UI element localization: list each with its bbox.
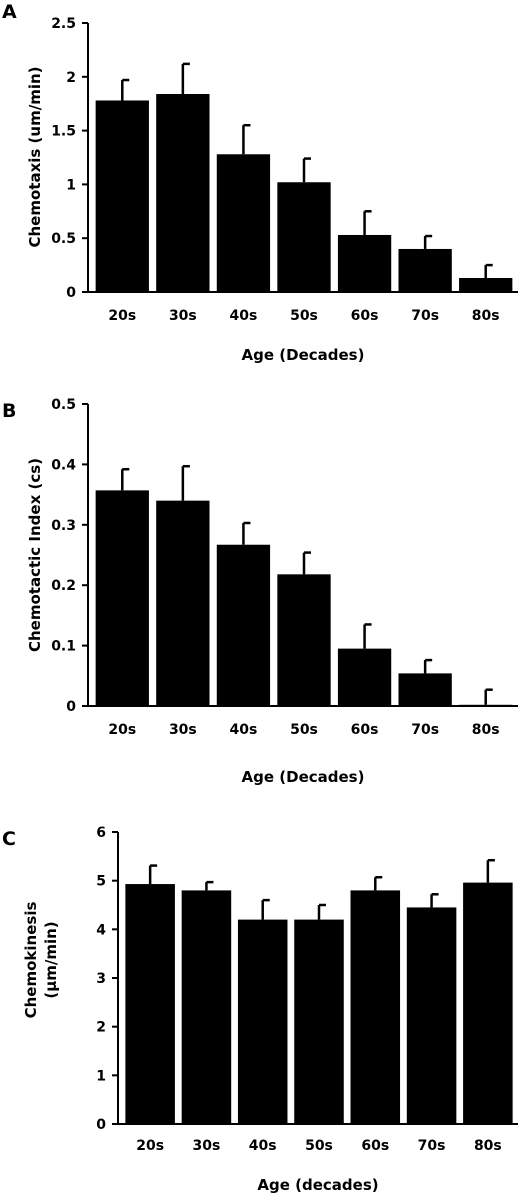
- panel-a-category-label: 70s: [411, 308, 439, 324]
- panel-a-bar: [337, 234, 392, 292]
- panel-b-category-label: 20s: [108, 722, 136, 738]
- panel-b-y-tick-label: 0.4: [51, 457, 76, 473]
- panel-c-y-tick-label: 3: [96, 971, 106, 987]
- panel-a-bar: [398, 248, 452, 292]
- panel-c: C 0 1 2 3 4 5 6 20s 30s 40s 50s 60s 70s 80s Age (decad…: [2, 825, 518, 1194]
- panel-b-category-label: 50s: [290, 722, 318, 738]
- panel-c-y-tick-label: 2: [96, 1020, 106, 1036]
- panel-b-bar: [337, 648, 392, 706]
- panel-b-category-label: 30s: [169, 722, 197, 738]
- panel-c-bar: [294, 919, 344, 1124]
- panel-c-bar: [125, 884, 175, 1124]
- panel-b-y-tick-label: 0.3: [51, 518, 76, 534]
- panel-a-category-label: 30s: [169, 308, 197, 324]
- panel-a-bar: [95, 100, 149, 292]
- panel-a-y-tick-label: 1: [66, 177, 76, 193]
- panel-c-y-tick-label: 6: [96, 825, 106, 841]
- panel-a-y-tick-label: 2.5: [51, 16, 76, 32]
- panel-a-y-axis-title: Chemotaxis (um/min): [26, 66, 44, 247]
- panel-c-category-label: 60s: [361, 1138, 389, 1154]
- panel-b-y-tick-label: 0.1: [51, 639, 76, 655]
- panel-a-x-axis-title: Age (Decades): [242, 346, 365, 364]
- panel-b-category-label: 70s: [411, 722, 439, 738]
- panel-a-y-tick-label: 1.5: [51, 124, 76, 140]
- panel-b-category-label: 80s: [472, 722, 500, 738]
- panel-b-bar: [156, 500, 210, 706]
- panel-a-letter: A: [2, 1, 17, 23]
- panel-a-bar: [277, 182, 331, 292]
- panel-b-x-axis-title: Age (Decades): [242, 768, 365, 786]
- panel-c-category-label: 50s: [305, 1138, 333, 1154]
- panel-c-x-axis-title: Age (decades): [257, 1176, 378, 1194]
- panel-b-bar: [95, 490, 149, 706]
- panel-b: B 0 0.1 0.2 0.3 0.4 0.5 20s 30s 40s 50s 60s 70s 80s A…: [2, 397, 518, 786]
- panel-a-category-label: 60s: [351, 308, 379, 324]
- panel-b-bar: [398, 673, 452, 706]
- panel-a-y-tick-label: 0: [66, 285, 76, 301]
- panel-c-bar: [463, 882, 513, 1124]
- panel-c-y-axis-title: Chemokinesis (µm/min): [22, 902, 60, 1019]
- panel-a-category-label: 40s: [230, 308, 258, 324]
- panel-b-y-tick-label: 0.2: [51, 578, 76, 594]
- panel-a-bar: [459, 278, 513, 292]
- panel-a-category-label: 80s: [472, 308, 500, 324]
- panel-c-category-label: 80s: [474, 1138, 502, 1154]
- panel-c-category-label: 40s: [249, 1138, 277, 1154]
- panel-b-y-tick-label: 0: [66, 699, 76, 715]
- panel-a-y-axis-title-line: Chemotaxis (um/min): [26, 66, 44, 247]
- panel-b-letter: B: [2, 400, 16, 422]
- panel-a-category-label: 20s: [108, 308, 136, 324]
- panel-b-y-axis-title: Chemotactic Index (cs): [26, 458, 44, 652]
- panel-c-bar: [237, 919, 288, 1124]
- panel-b-category-label: 40s: [230, 722, 258, 738]
- panel-c-bar: [406, 907, 457, 1124]
- panel-b-y-axis-title-line: Chemotactic Index (cs): [26, 458, 44, 652]
- panel-c-y-tick-label: 0: [96, 1117, 106, 1133]
- panel-c-y-tick-label: 5: [96, 874, 106, 890]
- panel-c-category-label: 70s: [418, 1138, 446, 1154]
- panel-a-category-label: 50s: [290, 308, 318, 324]
- panel-b-bar: [277, 574, 331, 706]
- panel-a-y-tick-label: 2: [66, 70, 76, 86]
- panel-b-y-tick-label: 0.5: [51, 397, 76, 413]
- panel-c-bar: [181, 890, 232, 1124]
- panel-a-y-tick-label: 0.5: [51, 231, 76, 247]
- panel-c-y-tick-label: 1: [96, 1068, 106, 1084]
- panel-a-bar: [156, 94, 210, 293]
- panel-c-bar: [350, 890, 401, 1124]
- panel-c-y-axis-title-line: Chemokinesis: [22, 902, 40, 1019]
- panel-c-letter: C: [2, 828, 16, 850]
- panel-c-y-tick-label: 4: [96, 922, 106, 938]
- panel-c-y-axis-title-line: (µm/min): [42, 921, 60, 998]
- panel-a: A 0 0.5 1 1.5 2 2.5 20s 30s 40s 50s 60s 70s 80s Age (…: [2, 1, 518, 364]
- panel-b-bar: [216, 544, 271, 706]
- panel-c-category-label: 30s: [193, 1138, 221, 1154]
- panel-a-bar: [216, 154, 271, 292]
- panel-c-category-label: 20s: [136, 1138, 164, 1154]
- panel-b-category-label: 60s: [351, 722, 379, 738]
